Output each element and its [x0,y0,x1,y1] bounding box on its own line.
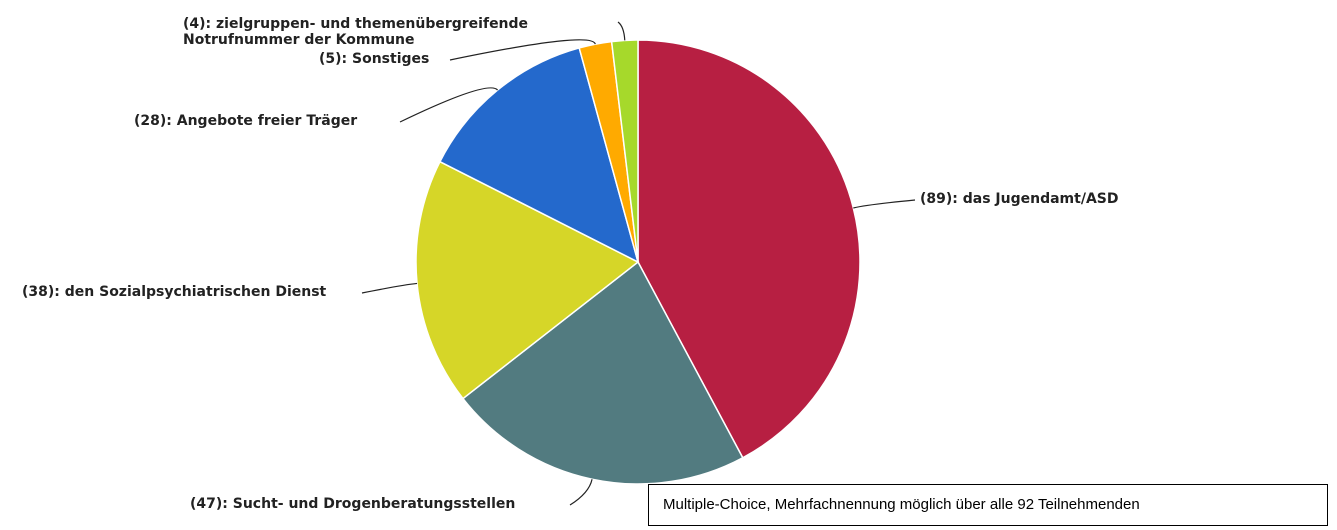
pie-slice [438,47,640,264]
slice-label: (5): Sonstiges [319,51,430,67]
slice-label: (38): den Sozialpsychiatrischen Dienst [22,284,327,300]
leader-line [449,39,596,61]
leader-line [617,21,626,41]
pie-slice [415,160,640,400]
leader-line [569,479,593,506]
slice-label: (89): das Jugendamt/ASD [920,191,1119,207]
leader-line [361,282,418,294]
slice-label: (4): zielgruppen- und themenübergreifend… [183,16,529,48]
slice-label: (47): Sucht- und Drogenberatungsstellen [190,496,516,512]
pie-slice [610,39,639,263]
annotation-box: Multiple-Choice, Mehrfachnennung möglich… [648,484,1328,526]
slice-label: (28): Angebote freier Träger [134,113,358,129]
leader-line [399,87,499,123]
leader-line [853,199,916,209]
